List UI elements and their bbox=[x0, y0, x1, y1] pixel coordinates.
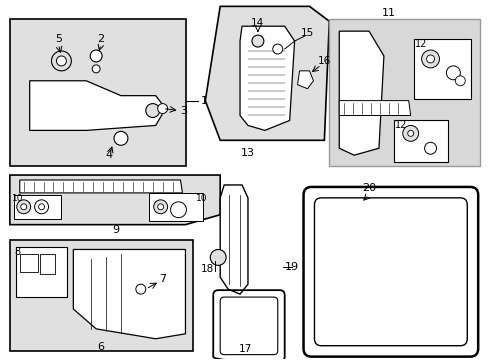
Circle shape bbox=[210, 249, 225, 265]
Polygon shape bbox=[30, 81, 165, 130]
Circle shape bbox=[170, 202, 186, 218]
Text: 1: 1 bbox=[201, 96, 207, 105]
Circle shape bbox=[90, 50, 102, 62]
Circle shape bbox=[407, 130, 413, 136]
Circle shape bbox=[402, 125, 418, 141]
Polygon shape bbox=[73, 249, 185, 339]
Circle shape bbox=[136, 284, 145, 294]
Bar bbox=[393, 121, 447, 162]
Text: 2: 2 bbox=[97, 34, 104, 44]
Text: 7: 7 bbox=[159, 274, 166, 284]
Circle shape bbox=[157, 204, 163, 210]
Bar bbox=[10, 19, 186, 166]
Polygon shape bbox=[205, 6, 328, 140]
Text: 15: 15 bbox=[300, 28, 313, 38]
Text: 20: 20 bbox=[361, 183, 375, 193]
Text: 17: 17 bbox=[238, 344, 251, 354]
Polygon shape bbox=[240, 26, 294, 130]
Text: 12: 12 bbox=[394, 121, 407, 130]
Text: 9: 9 bbox=[112, 225, 120, 235]
Bar bbox=[10, 239, 193, 351]
Text: 5: 5 bbox=[55, 34, 62, 44]
Bar bbox=[328, 19, 479, 166]
Text: 3: 3 bbox=[180, 105, 186, 116]
Circle shape bbox=[114, 131, 128, 145]
Bar bbox=[14, 195, 61, 219]
Text: 13: 13 bbox=[241, 148, 254, 158]
Text: 11: 11 bbox=[381, 8, 395, 18]
Text: 14: 14 bbox=[251, 18, 264, 28]
Circle shape bbox=[426, 55, 434, 63]
Circle shape bbox=[251, 35, 264, 47]
Text: 16: 16 bbox=[317, 56, 330, 66]
Circle shape bbox=[39, 204, 44, 210]
Bar bbox=[20, 255, 38, 272]
Text: 10: 10 bbox=[12, 194, 23, 203]
Circle shape bbox=[424, 142, 436, 154]
Polygon shape bbox=[339, 31, 383, 155]
Circle shape bbox=[454, 76, 464, 86]
Circle shape bbox=[145, 104, 160, 117]
Circle shape bbox=[153, 200, 167, 214]
Text: 19: 19 bbox=[284, 262, 298, 272]
Circle shape bbox=[272, 44, 282, 54]
Bar bbox=[413, 39, 470, 99]
Text: 6: 6 bbox=[98, 342, 104, 352]
Circle shape bbox=[92, 65, 100, 73]
Bar bbox=[148, 193, 203, 221]
Circle shape bbox=[35, 200, 48, 214]
Circle shape bbox=[20, 204, 27, 210]
Polygon shape bbox=[297, 71, 313, 89]
Polygon shape bbox=[220, 185, 247, 294]
Circle shape bbox=[421, 50, 439, 68]
Circle shape bbox=[17, 200, 31, 214]
Text: 12: 12 bbox=[414, 39, 426, 49]
Text: 10: 10 bbox=[196, 194, 207, 203]
Circle shape bbox=[446, 66, 459, 80]
Text: 8: 8 bbox=[15, 247, 21, 257]
Bar bbox=[16, 247, 67, 297]
Polygon shape bbox=[339, 100, 410, 116]
Polygon shape bbox=[20, 180, 182, 193]
Polygon shape bbox=[10, 175, 220, 225]
Circle shape bbox=[51, 51, 71, 71]
Text: 18: 18 bbox=[200, 264, 213, 274]
Circle shape bbox=[56, 56, 66, 66]
Text: 4: 4 bbox=[105, 150, 112, 160]
Bar bbox=[40, 255, 55, 274]
Circle shape bbox=[157, 104, 167, 113]
